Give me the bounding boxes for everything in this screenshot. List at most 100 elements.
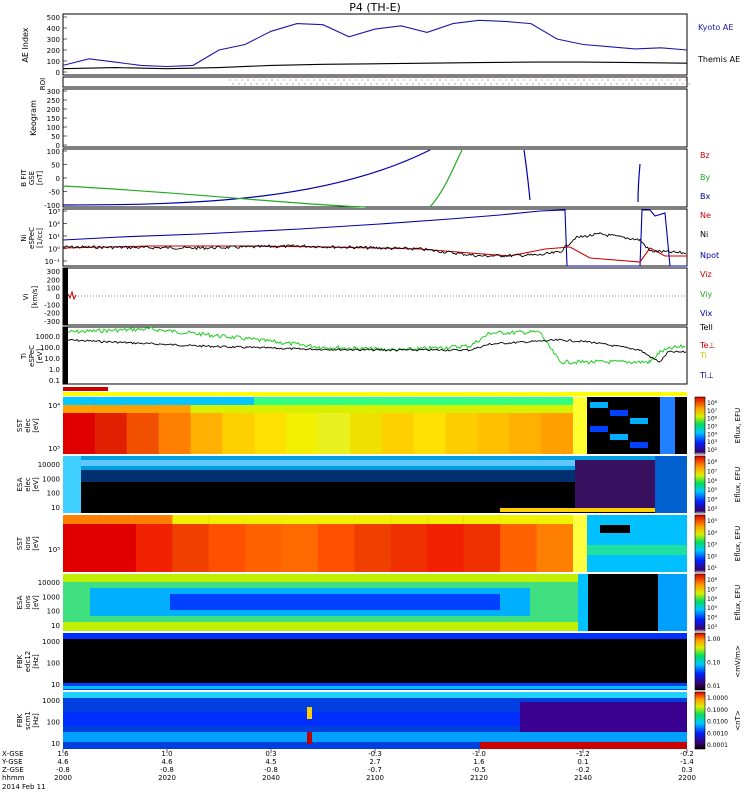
x-axis-tick-y: 4.5 (265, 758, 276, 766)
fbk-e-colorbar (694, 632, 706, 691)
bfit-ylabel: B FIT (20, 169, 28, 187)
roi-dot (352, 83, 354, 85)
fbk-e-y-tick: 100 (47, 660, 60, 668)
roi-dot (583, 79, 585, 81)
keogram-y-tick: 300 (47, 88, 60, 96)
temp-te-line (67, 338, 687, 363)
roi-dot (337, 79, 339, 81)
sst-e-column (660, 397, 675, 454)
plot-title: P4 (TH-E) (349, 1, 401, 14)
sst-i-top-band (99, 515, 137, 524)
esa-i-edge (578, 574, 588, 631)
legend-vix: Vix (700, 309, 713, 318)
legend-ti: Ti (699, 351, 707, 360)
fbk-e-colorbar-tick: 0.01 (707, 683, 721, 690)
sst-e-mid-band (318, 405, 351, 413)
roi-dot (523, 79, 525, 81)
roi-dot (490, 83, 492, 85)
ae-y-tick: 0 (56, 69, 60, 77)
esa-e-colorbar-label: Eflux, EFU (734, 467, 742, 502)
bfit-ylabel-unit: [nT] (36, 171, 44, 185)
x-axis-tick-z: -0.2 (576, 766, 590, 774)
sst-i-colorbar-tick: 10⁴ (707, 530, 718, 537)
velocity-y-tick: 0 (56, 293, 60, 301)
ae-y-tick: 200 (47, 47, 60, 55)
ae-y-tick: 500 (47, 14, 60, 22)
x-axis-row-label: hhmm (2, 774, 25, 782)
esa-e-end (655, 456, 687, 513)
esa-e-colorbar (694, 455, 706, 514)
roi-dot (256, 83, 258, 85)
esa-i-colorbar-tick: 10⁸ (707, 577, 718, 584)
roi-dot (481, 79, 483, 81)
roi-dot (322, 83, 324, 85)
sst-e-top-band (254, 397, 288, 405)
sst-i-gap (600, 525, 630, 533)
x-axis-tick-t: 2120 (470, 774, 488, 782)
esa-i-spectrogram (63, 574, 687, 631)
x-axis-tick-t: 2140 (574, 774, 592, 782)
x-axis-tick-t: 2020 (158, 774, 176, 782)
ae-series-kyoto (62, 19, 688, 68)
fbk-e-colorbar-label: <mV/m> (734, 645, 742, 678)
roi-dot (316, 83, 318, 85)
roi-dot (301, 79, 303, 81)
density-y-tick: 10⁰ (48, 246, 60, 254)
x-axis-tick-x: 0.3 (265, 750, 276, 758)
bfit-bx-line-3 (637, 163, 641, 203)
density-ylabel-unit: [1/cc] (36, 228, 44, 248)
esa-i-ylabel-part: ions (24, 595, 32, 610)
fbk-e-background (63, 633, 687, 690)
fbk-b-red-floor (480, 742, 687, 749)
roi-dot (427, 79, 429, 81)
sst-e-mid-band (381, 405, 415, 413)
fbk-b-ylabel-part: [Hz] (32, 713, 40, 728)
fbk-e-ylabel-part: [Hz] (32, 654, 40, 669)
sst-i-column (281, 515, 319, 572)
esa-i-y-tick: 100 (47, 608, 60, 616)
sst-i-colorbar (694, 514, 706, 573)
x-axis-tick-t: 2040 (262, 774, 280, 782)
roi-dot (265, 79, 267, 81)
roi-dot (355, 79, 357, 81)
x-axis-tick-y: 4.6 (161, 758, 173, 766)
x-axis-tick-y: 2.7 (369, 758, 380, 766)
sst-e-y-tick: 10⁵ (48, 445, 60, 453)
roi-dot (376, 83, 378, 85)
roi-dot (388, 83, 390, 85)
x-axis-tick-y: 0.1 (577, 758, 588, 766)
roi-dot (430, 83, 432, 85)
roi-dot (346, 83, 348, 85)
sst-e-top-band (63, 397, 96, 405)
sst-e-colorbar-tick: 10⁵ (707, 424, 718, 431)
esa-i-colorbar-label: Eflux, EFU (734, 585, 742, 620)
temp-ylabel: Ti (20, 353, 28, 360)
roi-dot (628, 83, 630, 85)
roi-dot (460, 83, 462, 85)
roi-dot (373, 79, 375, 81)
roi-dot (343, 79, 345, 81)
roi-dot (400, 83, 402, 85)
x-axis-tick-z: 0.3 (681, 766, 692, 774)
roi-dot (601, 79, 603, 81)
roi-dot (271, 79, 273, 81)
roi-dot (568, 83, 570, 85)
roi-dot (292, 83, 294, 85)
esa-e-colorbar-tick: 10⁵ (707, 487, 718, 494)
sst-e-colorbar-tick: 10⁷ (707, 408, 718, 415)
roi-dot (511, 79, 513, 81)
roi-dot (469, 79, 471, 81)
roi-dot (508, 83, 510, 85)
fbk-b-colorbar (694, 691, 706, 750)
roi-dot (670, 83, 672, 85)
sst-i-column (245, 515, 283, 572)
roi-dot (328, 83, 330, 85)
roi-dot (667, 79, 669, 81)
sst-i-top-band (427, 515, 465, 524)
fbk-b-colorbar-tick: 0.0001 (707, 742, 728, 749)
esa-i-colorbar-tick: 10⁴ (707, 615, 718, 622)
x-axis-tick-z: -0.5 (472, 766, 486, 774)
roi-dot (595, 79, 597, 81)
roi-dot (379, 79, 381, 81)
roi-dot (565, 79, 567, 81)
